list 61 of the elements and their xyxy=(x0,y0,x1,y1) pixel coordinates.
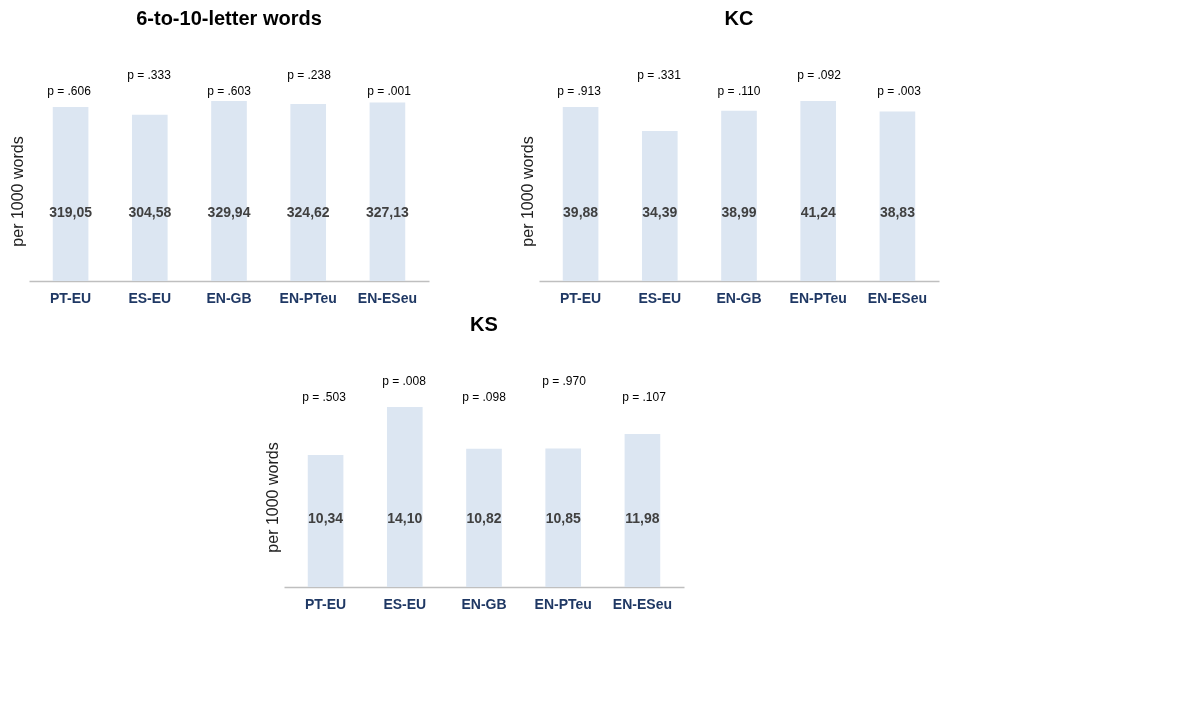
data-label: 319,05 xyxy=(49,203,93,220)
x-tick-label: ES-EU xyxy=(128,289,172,306)
x-tick-label: EN-GB xyxy=(716,289,762,306)
bar xyxy=(800,101,837,281)
data-label: 324,62 xyxy=(286,203,330,220)
text: p = .970 xyxy=(542,374,587,388)
bar xyxy=(721,110,757,281)
data-label: 38,83 xyxy=(879,203,916,220)
x-tick-label: PT-EU xyxy=(49,289,92,306)
x-tick-label: PT-EU xyxy=(559,289,602,306)
data-label: 41,24 xyxy=(800,203,836,220)
data-label: 14,10 xyxy=(387,509,423,526)
data-label: 10,85 xyxy=(545,509,581,526)
chart-title: KS xyxy=(470,313,498,335)
text: p = .238 xyxy=(287,68,332,82)
x-tick-label: EN-GB xyxy=(461,595,507,612)
text: p = .003 xyxy=(877,84,922,98)
data-label: 304,58 xyxy=(128,203,172,220)
data-label: 11,98 xyxy=(625,509,660,526)
y-axis-title: per 1000 words xyxy=(263,442,281,553)
chart-title: KC xyxy=(724,7,754,29)
x-tick-label: EN-ESeu xyxy=(612,595,672,612)
x-tick-label: EN-PTeu xyxy=(279,289,337,306)
x-tick-label: EN-PTeu xyxy=(534,595,592,612)
bar xyxy=(545,448,582,587)
text: p = .603 xyxy=(207,84,252,98)
text: p = .008 xyxy=(382,374,427,388)
text: p = .110 xyxy=(717,84,761,98)
bar xyxy=(879,111,916,281)
bar xyxy=(562,106,599,281)
text: p = .092 xyxy=(797,68,842,82)
x-tick-label: EN-PTeu xyxy=(789,289,847,306)
chart-title: 6-to-10-letter words xyxy=(136,7,322,29)
text: p = .001 xyxy=(367,84,412,98)
data-label: 10,82 xyxy=(466,509,502,526)
data-label: 39,88 xyxy=(563,203,599,220)
x-tick-label: ES-EU xyxy=(638,289,682,306)
text: p = .331 xyxy=(637,68,682,82)
text: p = .606 xyxy=(47,84,92,98)
y-axis-title: per 1000 words xyxy=(8,136,26,247)
x-tick-label: EN-ESeu xyxy=(867,289,927,306)
text: p = .913 xyxy=(557,84,602,98)
text: p = .107 xyxy=(622,390,667,404)
bar xyxy=(307,455,344,587)
bar xyxy=(386,407,423,587)
bar xyxy=(641,130,678,281)
data-label: 10,34 xyxy=(308,509,344,526)
data-label: 329,94 xyxy=(207,203,251,220)
x-tick-label: EN-ESeu xyxy=(357,289,417,306)
x-tick-label: ES-EU xyxy=(383,595,427,612)
y-axis-title: per 1000 words xyxy=(518,136,536,247)
x-tick-label: EN-GB xyxy=(206,289,252,306)
text: p = .098 xyxy=(462,390,507,404)
data-label: 327,13 xyxy=(366,203,410,220)
bar xyxy=(466,448,502,587)
text: p = .333 xyxy=(127,68,172,82)
data-label: 34,39 xyxy=(642,203,678,220)
data-label: 38,99 xyxy=(721,203,757,220)
text: p = .503 xyxy=(302,390,347,404)
bar xyxy=(624,434,661,587)
x-tick-label: PT-EU xyxy=(304,595,347,612)
